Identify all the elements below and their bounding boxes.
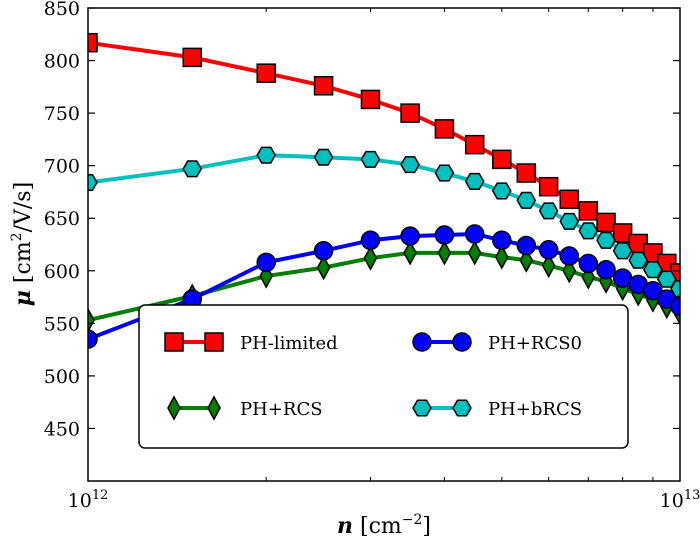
legend-entry: PH+RCS	[167, 395, 323, 421]
data-point	[437, 240, 452, 266]
data-point	[541, 252, 556, 279]
data-point	[516, 235, 537, 256]
data-point	[313, 76, 334, 96]
data-point	[492, 230, 512, 251]
data-point	[88, 32, 98, 53]
data-point	[596, 231, 616, 249]
data-point	[464, 134, 485, 155]
x-axis-label: n [cm−2]	[337, 512, 431, 539]
data-point	[88, 329, 98, 349]
data-point	[88, 307, 95, 333]
data-point	[313, 241, 334, 261]
legend-marker	[412, 332, 432, 352]
data-point	[400, 103, 420, 123]
data-point	[612, 242, 633, 260]
data-point	[360, 89, 381, 110]
legend-marker	[164, 332, 184, 352]
data-point	[596, 259, 616, 280]
data-point	[559, 212, 580, 230]
legend-label: PH+RCS0	[488, 333, 582, 354]
data-point	[516, 163, 537, 183]
legend-marker	[452, 399, 472, 417]
data-point	[400, 156, 420, 174]
data-point	[538, 240, 559, 260]
data-point	[612, 223, 633, 243]
legend-frame	[138, 304, 629, 449]
y-axis-label: μ [cm2/V/s]	[9, 182, 36, 306]
y-tick-label: 750	[44, 103, 80, 125]
data-point	[578, 222, 599, 240]
data-point	[360, 230, 381, 251]
data-point	[538, 202, 559, 220]
data-point	[88, 173, 98, 192]
data-point	[182, 160, 203, 178]
legend-label: PH+RCS	[240, 399, 323, 420]
legend-entry: PH+bRCS	[412, 399, 582, 420]
data-point	[363, 245, 378, 271]
legend-label: PH-limited	[240, 333, 338, 354]
y-tick-label: 800	[44, 51, 80, 73]
data-point	[670, 296, 680, 317]
data-point	[464, 224, 485, 244]
legend-entry: PH+RCS0	[412, 332, 582, 354]
y-tick-label: 850	[44, 0, 80, 20]
series-ph-limited	[88, 32, 680, 283]
y-tick-label: 650	[44, 208, 80, 230]
data-point	[628, 251, 649, 269]
data-point	[559, 246, 579, 266]
legend-marker	[207, 395, 221, 421]
data-point	[256, 146, 277, 164]
data-point	[492, 149, 512, 170]
data-point	[491, 182, 512, 200]
data-point	[516, 191, 537, 209]
data-point	[434, 164, 455, 182]
data-point	[313, 148, 334, 166]
data-point	[643, 261, 663, 279]
data-point	[182, 47, 202, 68]
legend-entry: PH-limited	[164, 332, 338, 354]
data-point	[256, 252, 276, 273]
data-point	[256, 63, 276, 83]
y-tick-label: 600	[44, 261, 80, 283]
x-tick-label: 1013	[660, 488, 700, 512]
x-tick-label: 1012	[68, 488, 109, 512]
legend-marker	[204, 332, 224, 352]
legend-marker	[167, 395, 181, 421]
data-point	[400, 226, 420, 246]
y-tick-label: 500	[44, 366, 80, 388]
series-ph-rcs0	[88, 224, 680, 349]
data-point	[596, 212, 616, 233]
legend: PH-limited PH+RCS PH+RCS0 PH+bRCS	[138, 304, 629, 449]
data-point	[494, 244, 509, 270]
data-point	[578, 201, 599, 221]
series-ph-brcs	[88, 146, 680, 298]
data-point	[403, 240, 417, 266]
data-point	[670, 280, 680, 298]
data-point	[434, 119, 455, 139]
y-tick-label: 700	[44, 156, 80, 178]
data-point	[559, 189, 579, 210]
data-point	[467, 240, 482, 266]
data-point	[316, 255, 331, 281]
data-point	[538, 176, 559, 197]
legend-label: PH+bRCS	[488, 399, 582, 420]
plot-frame	[87, 7, 681, 482]
legend-marker	[412, 399, 432, 417]
legend-marker	[452, 332, 472, 352]
data-point	[360, 150, 381, 168]
data-point	[578, 253, 599, 274]
data-point	[464, 172, 485, 190]
y-tick-label: 550	[44, 313, 80, 335]
y-tick-label: 450	[44, 418, 80, 440]
data-point	[434, 225, 455, 245]
